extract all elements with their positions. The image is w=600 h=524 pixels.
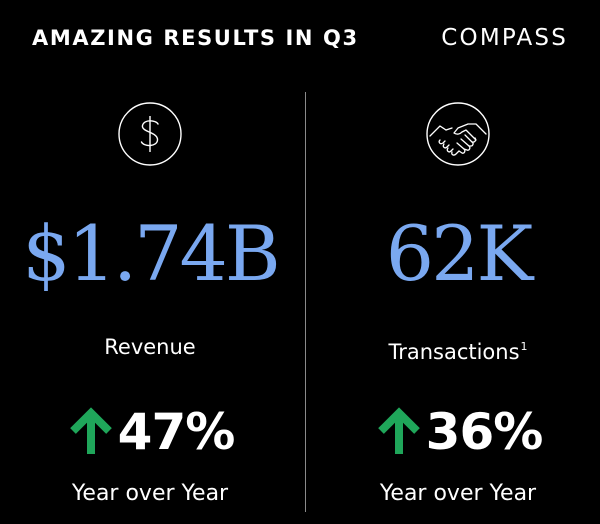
page-title: AMAZING RESULTS IN Q3 bbox=[32, 26, 359, 50]
handshake-icon bbox=[426, 102, 490, 166]
revenue-period: Year over Year bbox=[71, 481, 229, 506]
revenue-change: 47% bbox=[0, 402, 300, 464]
dollar-circle-icon bbox=[118, 102, 182, 166]
arrow-up-icon bbox=[377, 407, 420, 454]
column-divider bbox=[305, 92, 306, 512]
metric-transactions: 62K Transactions1 36% Year over Year bbox=[308, 0, 600, 524]
brand-logo: COMPASS bbox=[441, 25, 568, 51]
arrow-up-icon bbox=[69, 407, 112, 454]
revenue-change-value: 47% bbox=[117, 403, 236, 461]
transactions-change: 36% bbox=[308, 402, 600, 464]
transactions-period: Year over Year bbox=[379, 481, 537, 506]
transactions-change-value: 36% bbox=[425, 403, 544, 461]
revenue-value: $1.74B bbox=[22, 209, 280, 298]
revenue-label: Revenue bbox=[104, 335, 196, 359]
transactions-value: 62K bbox=[385, 209, 533, 298]
footnote-marker: 1 bbox=[520, 340, 528, 353]
transactions-label: Transactions1 bbox=[388, 340, 528, 364]
metric-revenue: $1.74B Revenue 47% Year over Year bbox=[0, 102, 300, 506]
